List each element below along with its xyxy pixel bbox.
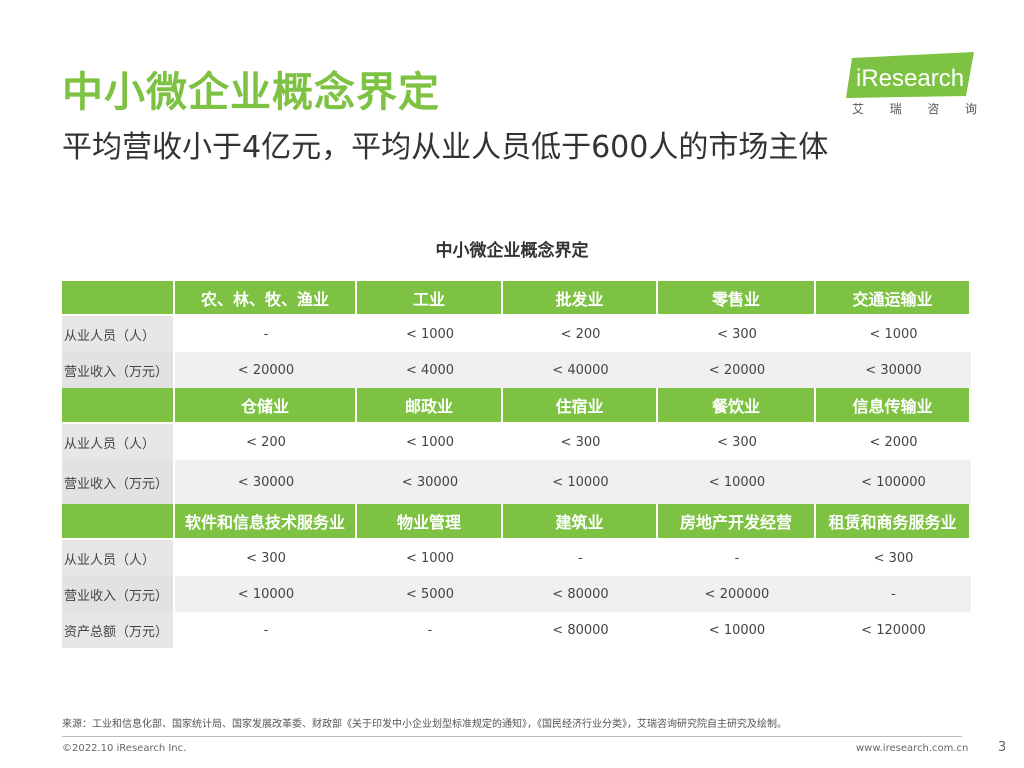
row-label: 从业人员（人） [62, 316, 175, 352]
header-cell: 农、林、牧、渔业 [175, 281, 357, 316]
table-cell: - [427, 622, 433, 638]
table-cell: < 200 [560, 326, 601, 342]
table-cell: - [263, 326, 269, 342]
copyright: ©2022.10 iResearch Inc. [62, 743, 187, 754]
row-label: 营业收入（万元） [62, 352, 175, 388]
svg-text:iResearch: iResearch [856, 65, 964, 92]
table-row: 营业收入（万元） < 20000 < 4000 < 40000 < 20000 … [62, 352, 971, 388]
table-row: 从业人员（人） - < 1000 < 200 < 300 < 1000 [62, 316, 971, 352]
enterprise-definition-table: 农、林、牧、渔业 工业 批发业 零售业 交通运输业 从业人员（人） - < 10… [62, 281, 971, 648]
table-cell: < 300 [873, 550, 914, 566]
table-cell: - [816, 576, 971, 612]
row-label: 从业人员（人） [62, 424, 175, 460]
header-cell: 软件和信息技术服务业 [175, 504, 357, 540]
header-cell: 物业管理 [357, 504, 503, 540]
table-cell: < 300 [246, 550, 286, 566]
table-cell: - [734, 550, 740, 566]
row-label: 从业人员（人） [62, 540, 175, 576]
table-cell: < 1000 [405, 550, 455, 566]
table-cell: < 120000 [861, 622, 926, 638]
table-header-row: 仓储业 邮政业 住宿业 餐饮业 信息传输业 [62, 388, 971, 424]
table-cell: < 300 [717, 434, 757, 450]
logo-chinese-name: 艾 瑞 咨 询 [852, 102, 977, 116]
header-cell: 邮政业 [357, 388, 503, 424]
header-cell: 仓储业 [175, 388, 357, 424]
table-header-row: 农、林、牧、渔业 工业 批发业 零售业 交通运输业 [62, 281, 971, 316]
table-cell: < 300 [717, 326, 757, 342]
table-cell: < 30000 [357, 460, 503, 504]
table-row: 从业人员（人） < 300 < 1000 - - < 300 [62, 540, 971, 576]
iresearch-logo: iResearch [846, 52, 974, 98]
table-cell: < 100000 [816, 460, 971, 504]
table-row: 从业人员（人） < 200 < 1000 < 300 < 300 < 2000 [62, 424, 971, 460]
table-cell: < 30000 [175, 460, 357, 504]
page-title: 中小微企业概念界定 [62, 68, 440, 116]
table-cell: < 1000 [405, 326, 455, 342]
header-cell [62, 388, 175, 424]
header-cell: 建筑业 [503, 504, 658, 540]
table-cell: < 200000 [658, 576, 816, 612]
table-cell: < 80000 [552, 622, 609, 638]
header-cell: 租赁和商务服务业 [816, 504, 971, 540]
table-cell: < 40000 [503, 352, 658, 388]
table-cell: < 1000 [869, 326, 918, 342]
row-label: 资产总额（万元） [62, 612, 175, 648]
page-subtitle: 平均营收小于4亿元，平均从业人员低于600人的市场主体 [62, 130, 829, 165]
table-cell: < 1000 [405, 434, 455, 450]
table-cell: < 4000 [357, 352, 503, 388]
table-cell: < 80000 [503, 576, 658, 612]
table-header-row: 软件和信息技术服务业 物业管理 建筑业 房地产开发经营 租赁和商务服务业 [62, 504, 971, 540]
table-cell: < 10000 [175, 576, 357, 612]
table-cell: - [263, 622, 269, 638]
table-cell: < 5000 [357, 576, 503, 612]
table-cell: < 10000 [708, 622, 766, 638]
header-cell: 工业 [357, 281, 503, 316]
table-cell: < 30000 [816, 352, 971, 388]
header-cell: 信息传输业 [816, 388, 971, 424]
table-cell: < 20000 [175, 352, 357, 388]
table-cell: < 2000 [869, 434, 918, 450]
source-note: 来源：工业和信息化部、国家统计局、国家发展改革委、财政部《关于印发中小企业划型标… [62, 719, 787, 730]
table-row: 营业收入（万元） < 10000 < 5000 < 80000 < 200000… [62, 576, 971, 612]
row-label: 营业收入（万元） [62, 576, 175, 612]
table-cell: < 20000 [658, 352, 816, 388]
table-row: 资产总额（万元） - - < 80000 < 10000 < 120000 [62, 612, 971, 648]
header-cell: 交通运输业 [816, 281, 971, 316]
table-cell: < 10000 [658, 460, 816, 504]
table-title: 中小微企业概念界定 [435, 241, 589, 261]
table-cell: < 300 [560, 434, 601, 450]
header-cell [62, 281, 175, 316]
row-label: 营业收入（万元） [62, 460, 175, 504]
table-cell: - [578, 550, 583, 566]
header-cell: 住宿业 [503, 388, 658, 424]
header-cell: 房地产开发经营 [658, 504, 816, 540]
header-cell: 批发业 [503, 281, 658, 316]
table-row: 营业收入（万元） < 30000 < 30000 < 10000 < 10000… [62, 460, 971, 504]
table-cell: < 200 [246, 434, 286, 450]
header-cell [62, 504, 175, 540]
website-link[interactable]: www.iresearch.com.cn [856, 743, 969, 754]
footer-divider [62, 736, 962, 737]
header-cell: 餐饮业 [658, 388, 816, 424]
header-cell: 零售业 [658, 281, 816, 316]
page-number: 3 [998, 740, 1007, 755]
table-cell: < 10000 [503, 460, 658, 504]
